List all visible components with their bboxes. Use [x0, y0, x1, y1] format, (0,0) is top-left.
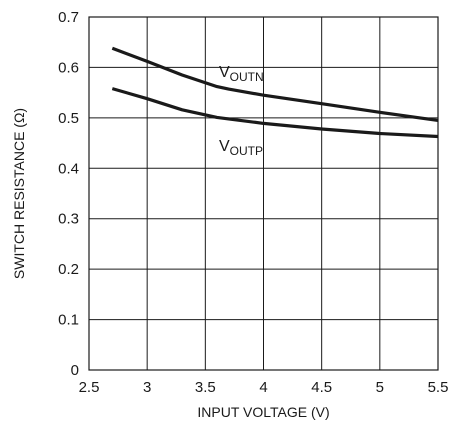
series-label-voutp-main: V [219, 138, 230, 155]
y-tick-label: 0.3 [58, 211, 79, 228]
grid [88, 16, 439, 371]
series-label-voutp: VOUTP [219, 138, 263, 158]
x-tick-label: 5 [376, 379, 384, 396]
series-line-voutp [111, 87, 439, 139]
y-tick-label: 0.6 [58, 59, 79, 76]
x-tick-label: 5.5 [428, 379, 449, 396]
x-tick-label: 4 [259, 379, 267, 396]
x-tick-label: 2.5 [79, 379, 100, 396]
series-line-voutn [111, 46, 439, 122]
x-tick-label: 3 [143, 379, 151, 396]
series-label-voutn-sub: OUTN [230, 70, 264, 84]
plot-frame [88, 16, 439, 371]
series-label-voutn-main: V [219, 64, 230, 81]
series-label-voutn: VOUTN [219, 64, 264, 84]
y-tick-labels: 0 0.1 0.2 0.3 0.4 0.5 0.6 0.7 [58, 9, 79, 379]
x-tick-label: 3.5 [195, 379, 216, 396]
y-tick-label: 0.4 [58, 160, 79, 177]
x-tick-label: 4.5 [311, 379, 332, 396]
series-lines [111, 46, 439, 139]
y-tick-label: 0.7 [58, 9, 79, 26]
x-axis-title: INPUT VOLTAGE (V) [197, 404, 329, 420]
y-tick-label: 0.1 [58, 312, 79, 329]
y-tick-label: 0.5 [58, 110, 79, 127]
series-label-voutp-sub: OUTP [230, 144, 263, 158]
x-tick-labels: 2.5 3 3.5 4 4.5 5 5.5 [79, 379, 449, 396]
y-tick-label: 0.2 [58, 261, 79, 278]
y-tick-label: 0 [71, 362, 79, 379]
y-axis-title: SWITCH RESISTANCE (Ω) [11, 108, 27, 279]
